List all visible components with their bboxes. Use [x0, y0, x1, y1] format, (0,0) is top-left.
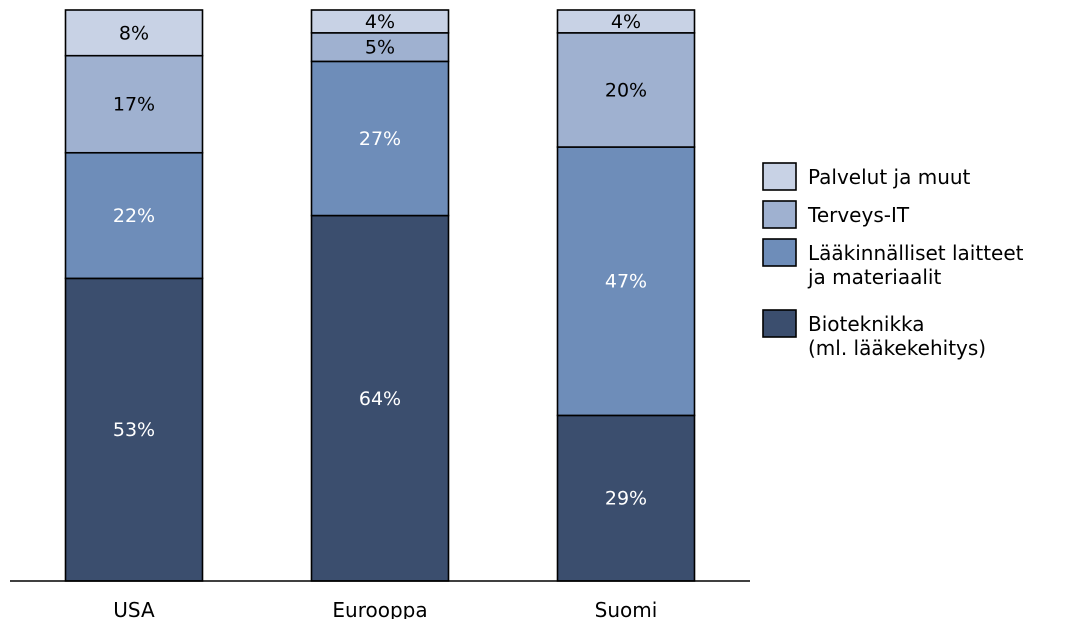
legend-label: Terveys-IT: [807, 203, 910, 227]
legend-swatch: [762, 309, 797, 338]
category-label: Suomi: [595, 598, 658, 619]
bar-segment: [310, 9, 450, 34]
legend-swatch: [762, 200, 797, 229]
bars-group: 53% 22% 17% 8% 64% 27% 5% 4% 29% 47% 20% 4%: [64, 9, 696, 582]
legend-label: Bioteknikka: [808, 312, 925, 336]
data-label: 8%: [119, 22, 149, 44]
legend-entry: Bioteknikka(ml. lääkekehitys): [762, 309, 986, 360]
legend-swatch: [762, 162, 797, 191]
legend-label: Lääkinnälliset laitteet: [808, 241, 1024, 265]
bar-segment: [64, 277, 204, 582]
bar-segment: [310, 60, 450, 217]
data-label: 22%: [113, 205, 155, 227]
data-label: 4%: [365, 11, 395, 33]
legend-label: (ml. lääkekehitys): [808, 336, 986, 360]
data-label: 27%: [359, 128, 401, 150]
bar-segment: [310, 32, 450, 63]
legend-label: Palvelut ja muut: [808, 165, 971, 189]
bar-segment: [556, 9, 696, 34]
bar-segment: [556, 414, 696, 582]
category-label: Eurooppa: [332, 598, 427, 619]
bar-segment: [64, 151, 204, 280]
legend-label: ja materiaalit: [807, 265, 941, 289]
data-label: 29%: [605, 488, 647, 510]
legend-entry: Terveys-IT: [762, 200, 910, 229]
bar-segment: [64, 9, 204, 57]
bar-stack-eurooppa: 64% 27% 5% 4%: [310, 9, 450, 582]
bar-segment: [556, 146, 696, 417]
bar-stack-usa: 53% 22% 17% 8%: [64, 9, 204, 582]
data-label: 47%: [605, 271, 647, 293]
data-label: 53%: [113, 419, 155, 441]
bar-segment: [310, 214, 450, 582]
legend: Palvelut ja muut Terveys-IT Lääkinnälliset…: [762, 162, 1024, 360]
category-label: USA: [113, 598, 155, 619]
data-label: 5%: [365, 37, 395, 59]
category-labels: USA Eurooppa Suomi: [113, 598, 657, 619]
data-label: 4%: [611, 11, 641, 33]
data-label: 17%: [113, 94, 155, 116]
data-label: 20%: [605, 79, 647, 101]
legend-swatch: [762, 238, 797, 267]
bar-stack-suomi: 29% 47% 20% 4%: [556, 9, 696, 582]
legend-entry: Palvelut ja muut: [762, 162, 971, 191]
data-label: 64%: [359, 388, 401, 410]
